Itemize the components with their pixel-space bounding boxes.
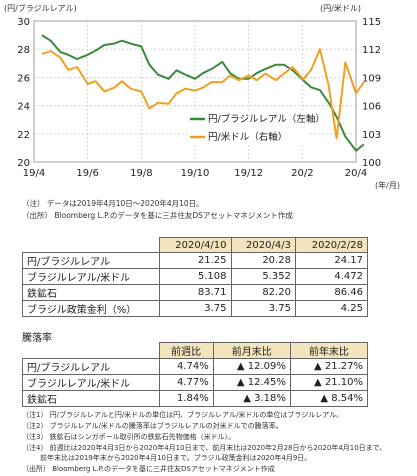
cell-value: ▲ 8.54%: [289, 390, 369, 407]
y-left-tick-label: 20: [17, 158, 30, 169]
table-row: 円/ブラジルレアル 4.74% ▲ 12.09% ▲ 21.27%: [22, 358, 369, 375]
cell-value: ▲ 21.27%: [289, 358, 369, 375]
table-row: ブラジルレアル/米ドル 4.77% ▲ 12.45% ▲ 21.10%: [22, 374, 369, 391]
cell-value: 24.17: [294, 252, 369, 269]
change-table-header: 前週比 前月末比 前年末比: [22, 342, 369, 359]
change-col-header: 前週比: [158, 342, 214, 359]
change-col-header: 前月末比: [212, 342, 291, 359]
x-axis-unit: (年/月): [375, 180, 400, 190]
cell-value: 83.71: [158, 284, 232, 301]
y-right-tick-label: 106: [362, 102, 381, 113]
cell-value: 86.46: [294, 284, 369, 301]
x-tick-label: 19/12: [234, 168, 263, 179]
chart-note: （注） データは2019年4月10日～2020年4月10日。: [22, 199, 204, 208]
change-table: 前週比 前月末比 前年末比 円/ブラジルレアル 4.74% ▲ 12.09% ▲…: [22, 342, 369, 407]
cell-value: 4.25: [294, 300, 369, 317]
cell-value: 21.25: [158, 252, 232, 269]
rates-table-header: 2020/4/10 2020/4/3 2020/2/28: [22, 237, 369, 253]
y-right-tick-label: 100: [362, 158, 381, 169]
cell-value: ▲ 3.18%: [212, 390, 291, 407]
series-line-jpy-brl: [41, 34, 365, 152]
rates-col-header: 2020/4/3: [230, 237, 296, 253]
footnote: （出所） Bloomberg L.P.のデータを基に三井住友DSアセットマネジメ…: [22, 465, 275, 473]
series-line-jpy-usd: [41, 48, 365, 140]
y-left-tick-label: 30: [17, 17, 30, 28]
line-chart: (円/ブラジルレアル) (円/米ドル) (年/月) 20 22 24 26 28 30 10…: [4, 3, 400, 190]
row-label: 円/ブラジルレアル: [22, 252, 160, 269]
table-row: 円/ブラジルレアル 21.25 20.28 24.17: [22, 252, 369, 269]
y-right-tick-label: 115: [362, 17, 381, 28]
cell-value: 3.75: [230, 300, 296, 317]
change-table-corner: [22, 342, 160, 359]
footnote: （注1） 円/ブラジルレアルと円/米ドルの単位は円、ブラジルレアル/米ドルの単位…: [22, 411, 344, 419]
legend: 円/ブラジルレアル（左軸） 円/米ドル（右軸）: [188, 110, 325, 146]
rates-col-header: 2020/4/10: [158, 237, 232, 253]
rates-table-corner: [22, 237, 160, 253]
y-left-tick-label: 28: [17, 45, 30, 56]
row-label: 円/ブラジルレアル: [22, 358, 160, 375]
cell-value: 4.74%: [158, 358, 214, 375]
row-label: ブラジル政策金利（%）: [22, 300, 160, 317]
x-tick-label: 19/10: [181, 168, 210, 179]
table-row: 鉄鉱石 83.71 82.20 86.46: [22, 284, 369, 301]
x-tick-label: 19/4: [23, 168, 45, 179]
cell-value: 5.352: [230, 268, 296, 285]
series-lines: [41, 34, 365, 152]
cell-value: ▲ 12.45%: [212, 374, 291, 391]
cell-value: 1.84%: [158, 390, 214, 407]
x-tick-label: 19/8: [130, 168, 152, 179]
x-tick-label: 19/6: [76, 168, 98, 179]
row-label: 鉄鉱石: [22, 390, 160, 407]
footnote: （注4） 前週比は2020年4月3日から2020年4月10日まで、前月末比は20…: [22, 444, 387, 452]
y-left-tick-label: 26: [17, 73, 30, 84]
right-axis-unit: (円/米ドル): [320, 3, 361, 13]
legend-background: [188, 110, 308, 146]
table-row: ブラジル政策金利（%） 3.75 3.75 4.25: [22, 300, 369, 317]
change-col-header: 前年末比: [289, 342, 369, 359]
cell-value: 20.28: [230, 252, 296, 269]
footnote: （注3） 鉄鉱石はシンガポール取引所の鉄鉱石先物価格（米ドル）。: [22, 433, 236, 441]
rates-col-header: 2020/2/28: [294, 237, 369, 253]
footnote: （注2） ブラジルレアル/米ドルの騰落率はブラジルレアルの対米ドルでの騰落率。: [22, 422, 283, 430]
footnote: 前年末比は2019年末から2020年4月10日まで。ブラジル政策金利は2020年…: [40, 454, 312, 462]
y-right-tick-label: 109: [362, 73, 381, 84]
y-left-tick-label: 24: [17, 102, 30, 113]
table-row: ブラジルレアル/米ドル 5.108 5.352 4.472: [22, 268, 369, 285]
chart-source: （出所） Bloomberg L.P.のデータを基に三井住友DSアセットマネジメ…: [22, 211, 293, 220]
row-label: 鉄鉱石: [22, 284, 160, 301]
cell-value: ▲ 21.10%: [289, 374, 369, 391]
cell-value: ▲ 12.09%: [212, 358, 291, 375]
row-label: ブラジルレアル/米ドル: [22, 268, 160, 285]
y-left-tick-label: 22: [17, 130, 30, 141]
axis-ticks: 20 22 24 26 28 30 100 103 106 109 112 115 19/4 19/6 19…: [17, 17, 381, 179]
y-right-tick-label: 112: [362, 45, 381, 56]
cell-value: 4.77%: [158, 374, 214, 391]
rates-table: 2020/4/10 2020/4/3 2020/2/28 円/ブラジルレアル 2…: [22, 237, 369, 317]
legend-label-usd: 円/米ドル（右軸）: [208, 131, 287, 143]
change-rate-heading: 騰落率: [22, 333, 52, 344]
table-row: 鉄鉱石 1.84% ▲ 3.18% ▲ 8.54%: [22, 390, 369, 407]
x-tick-label: 20/2: [291, 168, 313, 179]
row-label: ブラジルレアル/米ドル: [22, 374, 160, 391]
cell-value: 82.20: [230, 284, 296, 301]
x-tick-label: 20/4: [345, 168, 367, 179]
cell-value: 4.472: [294, 268, 369, 285]
left-axis-unit: (円/ブラジルレアル): [4, 3, 77, 13]
y-right-tick-label: 103: [362, 130, 381, 141]
cell-value: 5.108: [158, 268, 232, 285]
legend-label-brl: 円/ブラジルレアル（左軸）: [208, 113, 325, 125]
cell-value: 3.75: [158, 300, 232, 317]
